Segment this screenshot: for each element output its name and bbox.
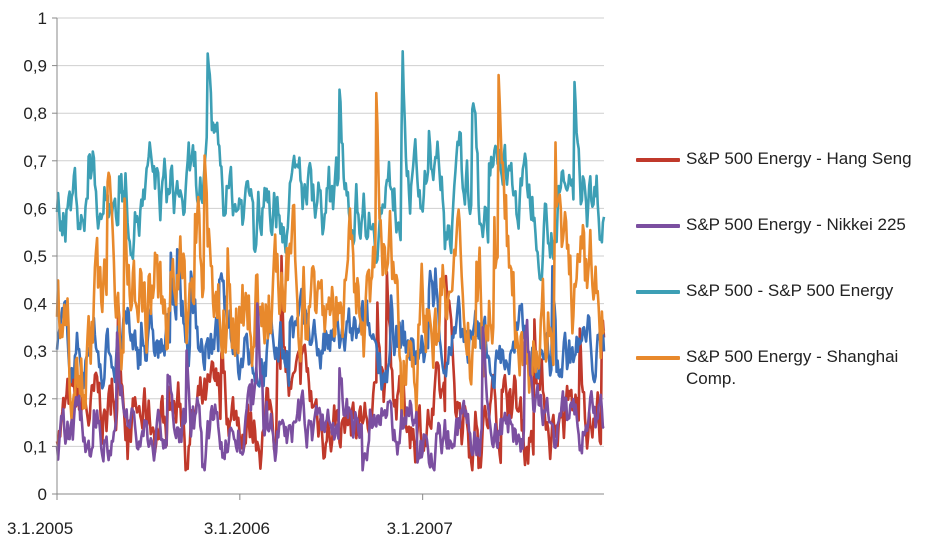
legend: S&P 500 Energy - Hang Seng S&P 500 Energy… <box>636 148 941 390</box>
series-line-nikkei <box>55 302 605 472</box>
y-tick-label: 0,8 <box>23 104 47 123</box>
y-tick-label: 0,6 <box>23 199 47 218</box>
legend-swatch <box>636 290 680 294</box>
y-tick-label: 0,1 <box>23 437 47 456</box>
legend-label: S&P 500 Energy - Shanghai Comp. <box>686 347 899 388</box>
legend-item: S&P 500 Energy - Shanghai Comp. <box>636 346 941 390</box>
y-tick-label: 0,3 <box>23 342 47 361</box>
x-axis-ticks: 3.1.2005 3.1.2006 3.1.2007 <box>7 494 453 538</box>
series-line-hang-seng <box>55 254 606 472</box>
y-tick-label: 0,5 <box>23 247 47 266</box>
y-tick-label: 0,9 <box>23 57 47 76</box>
legend-swatch <box>636 158 680 162</box>
legend-item: S&P 500 Energy - Hang Seng <box>636 148 941 170</box>
legend-swatch <box>636 356 680 360</box>
legend-item: S&P 500 - S&P 500 Energy <box>636 280 941 302</box>
series-line-shanghai <box>55 73 606 429</box>
series-lines <box>55 49 606 472</box>
legend-label: S&P 500 - S&P 500 Energy <box>686 281 894 300</box>
legend-swatch <box>636 224 680 228</box>
legend-item: S&P 500 Energy - Nikkei 225 <box>636 214 941 236</box>
x-tick-label: 3.1.2005 <box>7 519 73 538</box>
legend-label: S&P 500 Energy - Hang Seng <box>686 149 912 168</box>
x-tick-label: 3.1.2006 <box>204 519 270 538</box>
y-tick-label: 0 <box>38 485 47 504</box>
y-tick-label: 1 <box>38 9 47 28</box>
y-tick-label: 0,2 <box>23 390 47 409</box>
y-tick-label: 0,4 <box>23 295 47 314</box>
legend-label: S&P 500 Energy - Nikkei 225 <box>686 215 906 234</box>
y-axis-ticks: 0 0,1 0,2 0,3 0,4 0,5 0,6 0,7 0,8 0,9 1 <box>23 9 57 504</box>
y-tick-label: 0,7 <box>23 152 47 171</box>
x-tick-label: 3.1.2007 <box>387 519 453 538</box>
series-line-sp500 <box>55 49 606 282</box>
